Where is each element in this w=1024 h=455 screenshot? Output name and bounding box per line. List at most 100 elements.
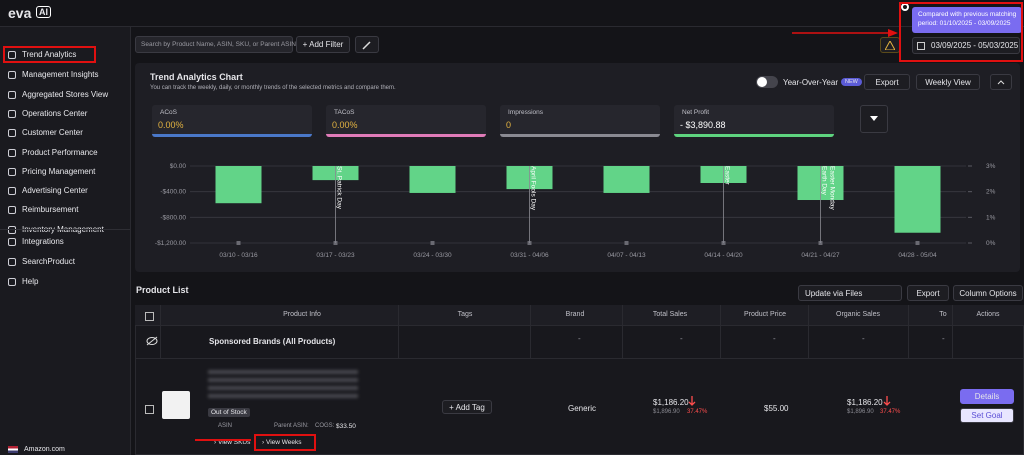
weekly-view-button[interactable]: Weekly View	[916, 74, 980, 90]
down-arrow	[688, 396, 696, 406]
menu-icon	[8, 206, 16, 214]
menu-icon	[8, 110, 16, 118]
column-divider	[160, 305, 161, 358]
export-button[interactable]: Export	[907, 285, 949, 301]
column-divider	[720, 305, 721, 358]
tooltip-text: Compared with previous matching period: …	[918, 11, 1017, 27]
product-image	[162, 391, 190, 419]
bar	[894, 166, 941, 233]
column-divider	[908, 305, 909, 358]
settings-icon[interactable]	[901, 3, 909, 11]
section-divider	[0, 229, 130, 230]
x-tick-label: 04/28 - 05/04	[898, 252, 937, 259]
date-range-picker[interactable]: 03/09/2025 - 05/03/2025	[912, 37, 1020, 54]
menu-icon	[8, 226, 16, 234]
warning-icon	[885, 40, 895, 50]
menu-item[interactable]: Pricing Management	[22, 167, 96, 176]
y-tick-label: -$400.00	[160, 189, 186, 196]
menu-item[interactable]: Integrations	[22, 237, 64, 246]
chevron-icon	[997, 80, 1005, 85]
organic-sales-change: 37.47%	[880, 409, 901, 415]
x-tick-label: 03/17 - 03/23	[316, 252, 355, 259]
menu-icon	[8, 71, 16, 79]
checkbox[interactable]	[145, 405, 154, 414]
menu-item[interactable]: Trend Analytics	[22, 50, 77, 59]
menu-icon	[8, 238, 16, 246]
down-arrow	[883, 396, 891, 406]
new-badge: NEW	[841, 78, 862, 86]
menu-item[interactable]: Reimbursement	[22, 205, 79, 214]
x-tick-label: 04/21 - 04/27	[801, 252, 840, 259]
sponsored-cell: -	[773, 334, 776, 343]
checkbox[interactable]	[145, 312, 154, 321]
annotation-arrow	[792, 29, 898, 37]
menu-icon	[8, 258, 16, 266]
column-options-button[interactable]: Column Options	[953, 285, 1023, 301]
sponsored-cell: -	[680, 334, 683, 343]
metric-name: TACoS	[334, 109, 355, 116]
flag-icon	[8, 446, 18, 453]
update-files-select[interactable]: Update via Files	[798, 285, 902, 301]
blurred-title	[208, 370, 358, 402]
highlight-box	[899, 2, 1023, 62]
event-label: St. Patrick Day	[336, 166, 343, 210]
bar	[603, 166, 650, 193]
menu-item[interactable]: SearchProduct	[22, 257, 75, 266]
metric-card[interactable]: ACoS 0.00%	[152, 105, 312, 137]
line-point	[430, 241, 435, 245]
menu-item[interactable]: Operations Center	[22, 109, 88, 118]
x-tick-label: 03/24 - 03/30	[413, 252, 452, 259]
column-divider	[398, 305, 399, 358]
metric-value: 0.00%	[332, 120, 358, 130]
chart-panel	[135, 63, 1020, 272]
column-header: Total Sales	[652, 311, 688, 318]
row-divider	[135, 358, 1024, 359]
view-weeks-link[interactable]: › View Weeks	[262, 439, 302, 446]
magic-button[interactable]	[355, 36, 379, 53]
metric-underline	[674, 134, 834, 137]
menu-icon	[8, 51, 16, 59]
menu-item[interactable]: Customer Center	[22, 128, 83, 137]
menu-item[interactable]: Product Performance	[22, 148, 98, 157]
column-divider	[808, 305, 809, 358]
view-skus-link[interactable]: › View SKUs	[214, 439, 251, 446]
column-header: Product Price	[743, 311, 787, 318]
x-tick-label: 03/10 - 03/16	[219, 252, 258, 259]
collapse-button[interactable]	[990, 74, 1012, 90]
menu-icon	[8, 278, 16, 286]
column-divider	[530, 305, 531, 358]
set-goal-button[interactable]: Set Goal	[960, 408, 1014, 423]
export-button[interactable]: Export	[864, 74, 910, 90]
y2-tick-label: 3%	[986, 163, 996, 170]
menu-item[interactable]: Advertising Center	[22, 186, 88, 195]
metric-card[interactable]: Net Profit - $3,890.88	[674, 105, 834, 137]
menu-icon	[8, 91, 16, 99]
event-label: Easter Monday	[829, 166, 836, 210]
asin-label: ASIN	[218, 423, 233, 429]
search-box[interactable]	[135, 36, 293, 53]
column-header: Product Info	[283, 311, 321, 318]
menu-item[interactable]: Help	[22, 277, 39, 286]
menu-item[interactable]: Management Insights	[22, 70, 99, 79]
add-tag-button[interactable]: + Add Tag	[442, 400, 492, 414]
yoy-label: Year-Over-Year	[783, 78, 838, 87]
column-header: Tags	[457, 311, 473, 318]
hidden-icon	[146, 336, 158, 346]
line-point	[624, 241, 629, 245]
details-button[interactable]: Details	[960, 389, 1014, 404]
event-label: Earth Day	[821, 166, 828, 196]
add-filter-button[interactable]: + Add Filter	[296, 36, 350, 53]
metric-value: 0	[506, 120, 512, 130]
menu-item[interactable]: Aggregated Stores View	[22, 90, 109, 99]
metric-name: Impressions	[508, 109, 544, 116]
metric-underline	[152, 134, 312, 137]
event-label: April Fools Day	[530, 166, 537, 211]
sponsored-cell: -	[942, 334, 945, 343]
metric-card[interactable]: TACoS 0.00%	[326, 105, 486, 137]
metric-card[interactable]: Impressions 0	[500, 105, 660, 137]
chart: $0.00 -$400.00 -$800.00 -$1,200.00 3% 2% 1% 0% 0…	[155, 163, 996, 259]
yoy-toggle[interactable]	[756, 76, 778, 88]
line-point	[915, 241, 920, 245]
parent-asin-label: Parent ASIN:	[274, 423, 309, 429]
add-metric-button[interactable]	[860, 105, 888, 133]
